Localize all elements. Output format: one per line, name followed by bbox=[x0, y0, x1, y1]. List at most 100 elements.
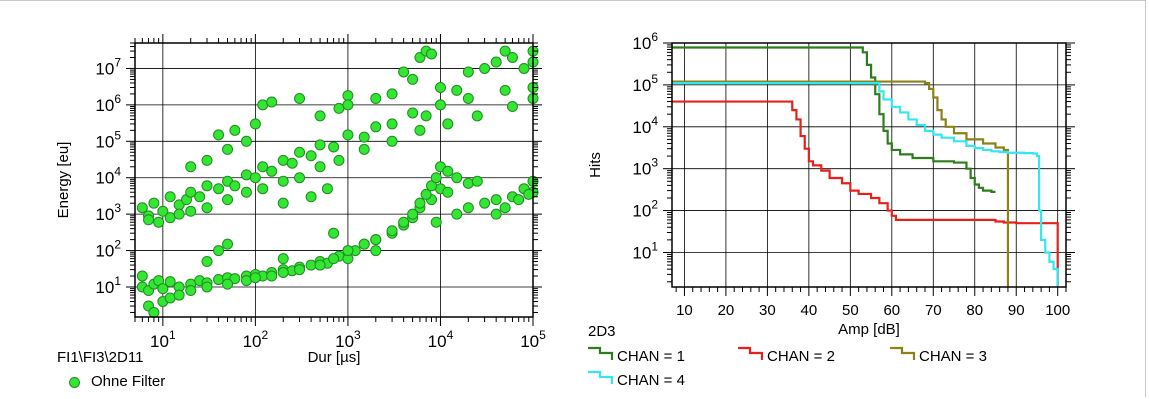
legend-label: CHAN = 1 bbox=[617, 348, 685, 365]
data-point bbox=[398, 66, 410, 78]
data-point bbox=[398, 216, 410, 228]
legend-label: CHAN = 2 bbox=[767, 348, 835, 365]
data-point bbox=[314, 110, 326, 122]
data-point bbox=[471, 175, 483, 187]
legend-title: 2D3 bbox=[588, 323, 616, 340]
data-point bbox=[342, 99, 354, 111]
data-point bbox=[185, 205, 197, 217]
data-point bbox=[294, 92, 306, 104]
data-point bbox=[490, 56, 502, 68]
data-point bbox=[386, 118, 398, 130]
data-point bbox=[407, 107, 419, 119]
data-point bbox=[451, 208, 463, 220]
data-point bbox=[479, 62, 491, 74]
data-point bbox=[222, 194, 234, 206]
data-point bbox=[442, 118, 454, 130]
y-tick-label: 104 bbox=[632, 114, 658, 137]
x-tick-label: 100 bbox=[1045, 302, 1070, 319]
data-point bbox=[328, 227, 340, 239]
data-point bbox=[240, 186, 252, 198]
y-tick-label: 104 bbox=[95, 165, 121, 188]
data-point bbox=[229, 180, 241, 192]
y-axis-label: Energy [eu] bbox=[55, 142, 72, 219]
data-point bbox=[314, 139, 326, 151]
series-line bbox=[672, 82, 1059, 287]
x-tick-label: 105 bbox=[520, 328, 546, 351]
data-point bbox=[471, 110, 483, 122]
data-point bbox=[342, 90, 354, 102]
data-point bbox=[266, 165, 278, 177]
series-line bbox=[672, 80, 1010, 287]
data-point bbox=[143, 214, 155, 226]
legend-marker-ohne-filter bbox=[69, 377, 80, 388]
data-point bbox=[157, 205, 169, 217]
y-axis-label: Hits bbox=[587, 152, 604, 178]
data-point bbox=[277, 175, 289, 187]
data-point bbox=[294, 264, 306, 276]
y-tick-label: 101 bbox=[632, 239, 658, 262]
data-point bbox=[148, 306, 160, 318]
data-point bbox=[370, 245, 382, 257]
data-point bbox=[266, 96, 278, 108]
legend-label: CHAN = 3 bbox=[919, 348, 987, 365]
x-tick-label: 50 bbox=[842, 302, 859, 319]
data-point bbox=[148, 197, 160, 209]
data-point bbox=[201, 154, 213, 166]
data-point bbox=[185, 161, 197, 173]
data-point bbox=[222, 278, 234, 290]
data-point bbox=[386, 88, 398, 100]
data-point bbox=[201, 202, 213, 214]
data-point bbox=[257, 183, 269, 195]
data-point bbox=[518, 62, 530, 74]
legend-label-ohne-filter: Ohne Filter bbox=[91, 373, 166, 390]
data-point bbox=[420, 110, 432, 122]
data-point bbox=[305, 150, 317, 162]
data-point bbox=[277, 266, 289, 278]
data-point bbox=[370, 234, 382, 246]
data-point bbox=[286, 157, 298, 169]
x-tick-label: 101 bbox=[150, 328, 176, 351]
data-point bbox=[229, 273, 241, 285]
data-point bbox=[185, 285, 197, 297]
data-point bbox=[430, 216, 442, 228]
data-point bbox=[201, 256, 213, 268]
data-point bbox=[370, 92, 382, 104]
data-point bbox=[294, 172, 306, 184]
x-tick-label: 10 bbox=[676, 302, 693, 319]
data-point bbox=[451, 172, 463, 184]
plot-border bbox=[671, 42, 1067, 288]
data-point bbox=[257, 99, 269, 111]
data-point bbox=[358, 131, 370, 143]
legend-label: CHAN = 4 bbox=[617, 372, 685, 389]
data-point bbox=[240, 169, 252, 181]
data-point bbox=[185, 186, 197, 198]
data-point bbox=[420, 188, 432, 200]
x-tick-label: 20 bbox=[718, 302, 735, 319]
data-point bbox=[249, 272, 261, 284]
data-point bbox=[407, 73, 419, 85]
legend-swatch bbox=[738, 346, 764, 360]
y-tick-label: 105 bbox=[95, 128, 121, 151]
legend-swatch bbox=[890, 346, 916, 360]
data-point bbox=[213, 274, 225, 286]
data-point bbox=[370, 121, 382, 133]
data-point bbox=[314, 259, 326, 271]
data-point bbox=[434, 99, 446, 111]
data-point bbox=[201, 180, 213, 192]
data-point bbox=[513, 194, 525, 206]
data-point bbox=[213, 245, 225, 257]
data-point bbox=[240, 135, 252, 147]
data-point bbox=[277, 253, 289, 265]
data-point bbox=[451, 84, 463, 96]
y-tick-label: 102 bbox=[95, 238, 121, 261]
data-point bbox=[425, 48, 437, 60]
data-point bbox=[442, 165, 454, 177]
data-point bbox=[462, 92, 474, 104]
data-point bbox=[506, 51, 518, 63]
data-point bbox=[294, 146, 306, 158]
data-point bbox=[257, 161, 269, 173]
data-point bbox=[386, 225, 398, 237]
y-tick-label: 106 bbox=[95, 92, 121, 115]
data-point bbox=[266, 270, 278, 282]
